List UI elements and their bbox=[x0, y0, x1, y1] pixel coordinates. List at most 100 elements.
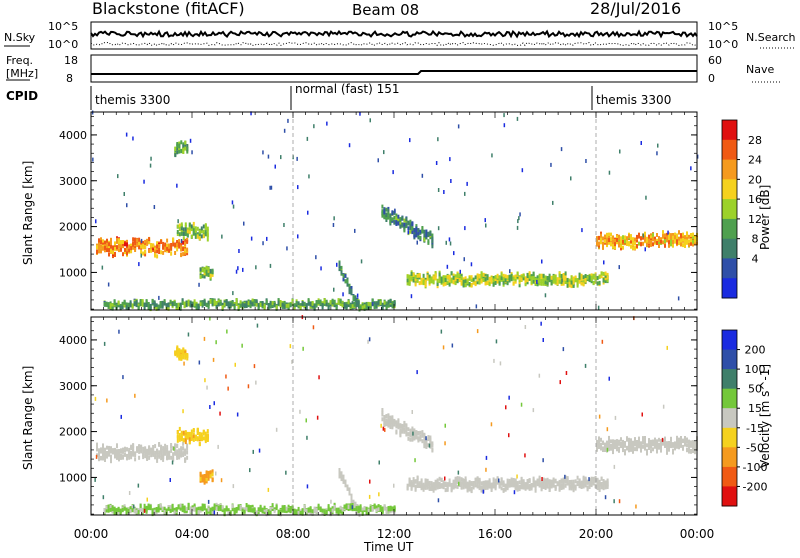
heatmap-cell bbox=[460, 270, 462, 274]
heatmap-cell bbox=[198, 510, 200, 514]
heatmap-cell bbox=[667, 231, 669, 235]
heatmap-cell bbox=[232, 504, 234, 508]
heatmap-cell bbox=[519, 212, 521, 216]
heatmap-cell bbox=[608, 436, 610, 440]
heatmap-cell bbox=[431, 237, 433, 241]
heatmap-cell bbox=[573, 277, 575, 281]
heatmap-cell bbox=[583, 485, 585, 489]
heatmap-cell bbox=[642, 439, 644, 443]
heatmap-cell bbox=[523, 486, 525, 490]
heatmap-cell bbox=[489, 282, 491, 286]
heatmap-cell bbox=[541, 481, 543, 485]
heatmap-cell bbox=[290, 506, 292, 510]
heatmap-cell bbox=[166, 450, 168, 454]
heatmap-cell bbox=[664, 233, 666, 237]
heatmap-cell bbox=[143, 180, 145, 184]
heatmap-cell bbox=[676, 233, 678, 237]
heatmap-cell bbox=[505, 274, 507, 278]
heatmap-cell bbox=[664, 239, 666, 243]
heatmap-cell bbox=[298, 507, 300, 511]
heatmap-cell bbox=[110, 455, 112, 459]
heatmap-cell bbox=[182, 446, 184, 450]
heatmap-cell bbox=[610, 233, 612, 237]
heatmap-cell bbox=[479, 275, 481, 279]
heatmap-cell bbox=[477, 273, 479, 277]
heatmap-cell bbox=[393, 216, 395, 220]
heatmap-cell bbox=[181, 232, 183, 236]
heatmap-cell bbox=[600, 240, 602, 244]
heatmap-cell bbox=[640, 443, 642, 447]
heatmap-cell bbox=[116, 240, 118, 244]
heatmap-cell bbox=[236, 270, 238, 274]
heatmap-cell bbox=[539, 477, 541, 481]
heatmap-cell bbox=[598, 236, 600, 240]
heatmap-cell bbox=[565, 277, 567, 281]
heatmap-cell bbox=[441, 478, 443, 482]
heatmap-cell bbox=[110, 245, 112, 249]
heatmap-cell bbox=[156, 244, 158, 248]
heatmap-cell bbox=[338, 301, 340, 305]
heatmap-cell bbox=[268, 303, 270, 307]
heatmap-cell bbox=[610, 447, 612, 451]
heatmap-cell bbox=[403, 228, 405, 232]
heatmap-cell bbox=[593, 281, 595, 285]
heatmap-cell bbox=[193, 429, 195, 433]
heatmap-cell bbox=[284, 304, 286, 308]
heatmap-cell bbox=[100, 249, 102, 253]
heatmap-cell bbox=[207, 433, 209, 437]
heatmap-cell bbox=[525, 276, 527, 280]
heatmap-cell bbox=[339, 474, 341, 478]
heatmap-cell bbox=[521, 485, 523, 489]
heatmap-cell bbox=[431, 279, 433, 283]
heatmap-cell bbox=[395, 220, 397, 224]
heatmap-cell bbox=[269, 186, 271, 190]
heatmap-cell bbox=[254, 299, 256, 303]
heatmap-cell bbox=[205, 224, 207, 228]
heatmap-cell bbox=[652, 442, 654, 446]
heatmap-cell bbox=[136, 447, 138, 451]
heatmap-cell bbox=[620, 244, 622, 248]
heatmap-cell bbox=[204, 479, 206, 483]
heatmap-cell bbox=[108, 242, 110, 246]
heatmap-cell bbox=[533, 272, 535, 276]
heatmap-cell bbox=[417, 241, 419, 245]
heatmap-cell bbox=[116, 444, 118, 448]
heatmap-cell bbox=[174, 301, 176, 305]
heatmap-cell bbox=[642, 242, 644, 246]
heatmap-cell bbox=[549, 479, 551, 483]
heatmap-cell bbox=[120, 448, 122, 452]
heatmap-cell bbox=[634, 440, 636, 444]
heatmap-cell bbox=[545, 276, 547, 280]
heatmap-cell bbox=[553, 275, 555, 279]
heatmap-cell bbox=[391, 415, 393, 419]
heatmap-cell bbox=[535, 486, 537, 490]
heatmap-cell bbox=[411, 276, 413, 280]
heatmap-cell bbox=[201, 432, 203, 436]
heatmap-cell bbox=[425, 233, 427, 237]
heatmap-cell bbox=[122, 240, 124, 244]
heatmap-cell bbox=[294, 511, 296, 515]
heatmap-cell bbox=[210, 470, 212, 474]
heatmap-cell bbox=[184, 506, 186, 510]
heatmap-cell bbox=[108, 248, 110, 252]
heatmap-cell bbox=[650, 440, 652, 444]
heatmap-cell bbox=[120, 509, 122, 513]
heatmap-cell bbox=[207, 429, 209, 433]
heatmap-cell bbox=[176, 304, 178, 308]
heatmap-cell bbox=[156, 449, 158, 453]
heatmap-cell bbox=[150, 249, 152, 253]
heatmap-cell bbox=[598, 436, 600, 440]
heatmap-cell bbox=[672, 244, 674, 248]
heatmap-cell bbox=[336, 263, 338, 267]
heatmap-cell bbox=[547, 485, 549, 489]
heatmap-cell bbox=[383, 215, 385, 219]
heatmap-cell bbox=[648, 235, 650, 239]
heatmap-cell bbox=[597, 479, 599, 483]
heatmap-cell bbox=[427, 437, 429, 441]
heatmap-cell bbox=[252, 302, 254, 306]
heatmap-cell bbox=[485, 224, 487, 228]
heatmap-cell bbox=[427, 275, 429, 279]
nsky-tick-top: 10^5 bbox=[48, 20, 78, 33]
heatmap-cell bbox=[573, 281, 575, 285]
